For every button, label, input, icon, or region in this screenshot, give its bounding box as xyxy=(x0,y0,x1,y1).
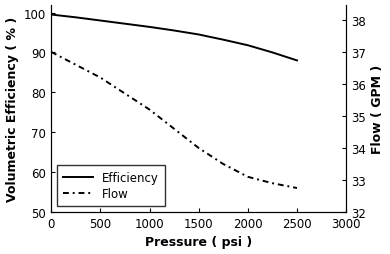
Flow xyxy=(98,77,103,80)
Efficiency xyxy=(245,44,250,47)
Efficiency xyxy=(196,34,201,37)
Efficiency xyxy=(122,23,127,26)
Flow xyxy=(73,64,78,67)
Efficiency xyxy=(295,60,300,63)
Flow xyxy=(245,176,250,179)
Flow xyxy=(196,147,201,150)
Efficiency xyxy=(221,39,225,42)
Efficiency xyxy=(270,52,275,55)
Y-axis label: Volumetric Efficiency ( % ): Volumetric Efficiency ( % ) xyxy=(5,17,19,201)
Line: Flow: Flow xyxy=(51,53,297,188)
Flow xyxy=(221,163,225,166)
Flow xyxy=(122,93,127,96)
Flow xyxy=(172,128,176,131)
X-axis label: Pressure ( psi ): Pressure ( psi ) xyxy=(145,235,252,248)
Line: Efficiency: Efficiency xyxy=(51,15,297,61)
Efficiency xyxy=(147,26,152,29)
Y-axis label: Flow ( GPM ): Flow ( GPM ) xyxy=(371,65,385,153)
Efficiency xyxy=(49,14,53,17)
Flow xyxy=(147,109,152,112)
Flow xyxy=(49,51,53,54)
Efficiency xyxy=(73,17,78,20)
Efficiency xyxy=(98,20,103,23)
Efficiency xyxy=(172,30,176,33)
Legend: Efficiency, Flow: Efficiency, Flow xyxy=(57,165,165,206)
Flow xyxy=(270,182,275,185)
Flow xyxy=(295,187,300,190)
